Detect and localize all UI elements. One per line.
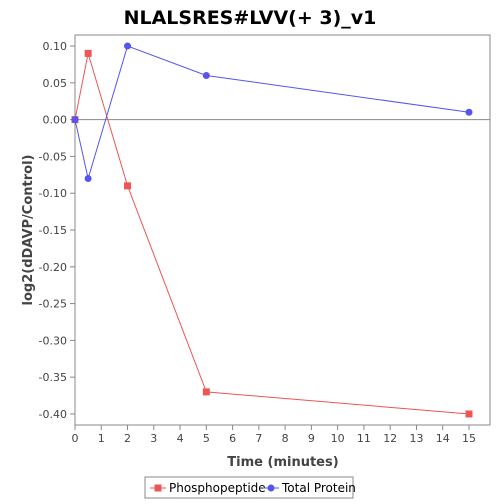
y-tick-label: 0.05	[43, 77, 68, 90]
x-tick-label: 0	[72, 432, 79, 445]
series-total-protein	[71, 42, 473, 182]
series-layer	[71, 42, 473, 418]
y-tick-label: 0.10	[43, 40, 68, 53]
data-point-phosphopeptide	[124, 182, 132, 190]
y-axis-title: log2(dDAVP/Control)	[21, 155, 36, 306]
legend: Phosphopeptide Total Protein	[144, 476, 356, 499]
y-tick-label: 0.00	[43, 114, 68, 127]
y-tick-label: -0.15	[39, 224, 67, 237]
x-tick-label: 1	[98, 432, 105, 445]
y-tick-label: -0.25	[39, 298, 67, 311]
data-point-total-protein	[202, 71, 210, 79]
x-tick-label: 4	[177, 432, 184, 445]
x-tick-label: 9	[308, 432, 315, 445]
legend-total-protein-marker	[267, 484, 275, 492]
x-tick-label: 13	[409, 432, 423, 445]
y-axis: -0.40 -0.35 -0.30 -0.25 -0.20 -0.15 -0.10 -0.05…	[39, 40, 75, 421]
y-tick-label: -0.05	[39, 150, 67, 163]
data-point-total-protein	[465, 108, 473, 116]
y-tick-label: -0.40	[39, 408, 67, 421]
y-tick-label: -0.20	[39, 261, 67, 274]
plot-area	[74, 34, 491, 426]
x-tick-label: 5	[203, 432, 210, 445]
x-tick-label: 7	[255, 432, 262, 445]
x-tick-label: 10	[331, 432, 345, 445]
legend-frame	[144, 476, 354, 499]
x-tick-label: 12	[383, 432, 397, 445]
data-point-phosphopeptide	[84, 49, 92, 57]
y-tick-label: -0.10	[39, 187, 67, 200]
data-point-phosphopeptide	[465, 410, 473, 418]
data-point-phosphopeptide	[202, 388, 210, 396]
x-axis-title: Time (minutes)	[227, 455, 338, 470]
x-tick-label: 3	[150, 432, 157, 445]
x-axis: 0 1 2 3 4 5 6 7 8 9 10 11 12 13 14 15	[72, 425, 476, 445]
y-tick-label: -0.30	[39, 334, 67, 347]
legend-label-total-protein: Total Protein	[281, 481, 356, 495]
legend-label-phosphopeptide: Phosphopeptide	[169, 481, 266, 495]
x-tick-label: 2	[124, 432, 131, 445]
x-tick-label: 8	[282, 432, 289, 445]
chart-title: NLALSRES#LVV(+ 3)_v1	[124, 7, 377, 29]
data-point-total-protein	[124, 42, 132, 50]
x-tick-label: 14	[436, 432, 450, 445]
data-point-total-protein	[84, 174, 92, 182]
y-tick-label: -0.35	[39, 371, 67, 384]
legend-phosphopeptide-marker	[154, 484, 162, 492]
x-tick-label: 6	[229, 432, 236, 445]
x-tick-label: 11	[357, 432, 371, 445]
x-tick-label: 15	[462, 432, 476, 445]
data-point-total-protein	[71, 116, 79, 124]
